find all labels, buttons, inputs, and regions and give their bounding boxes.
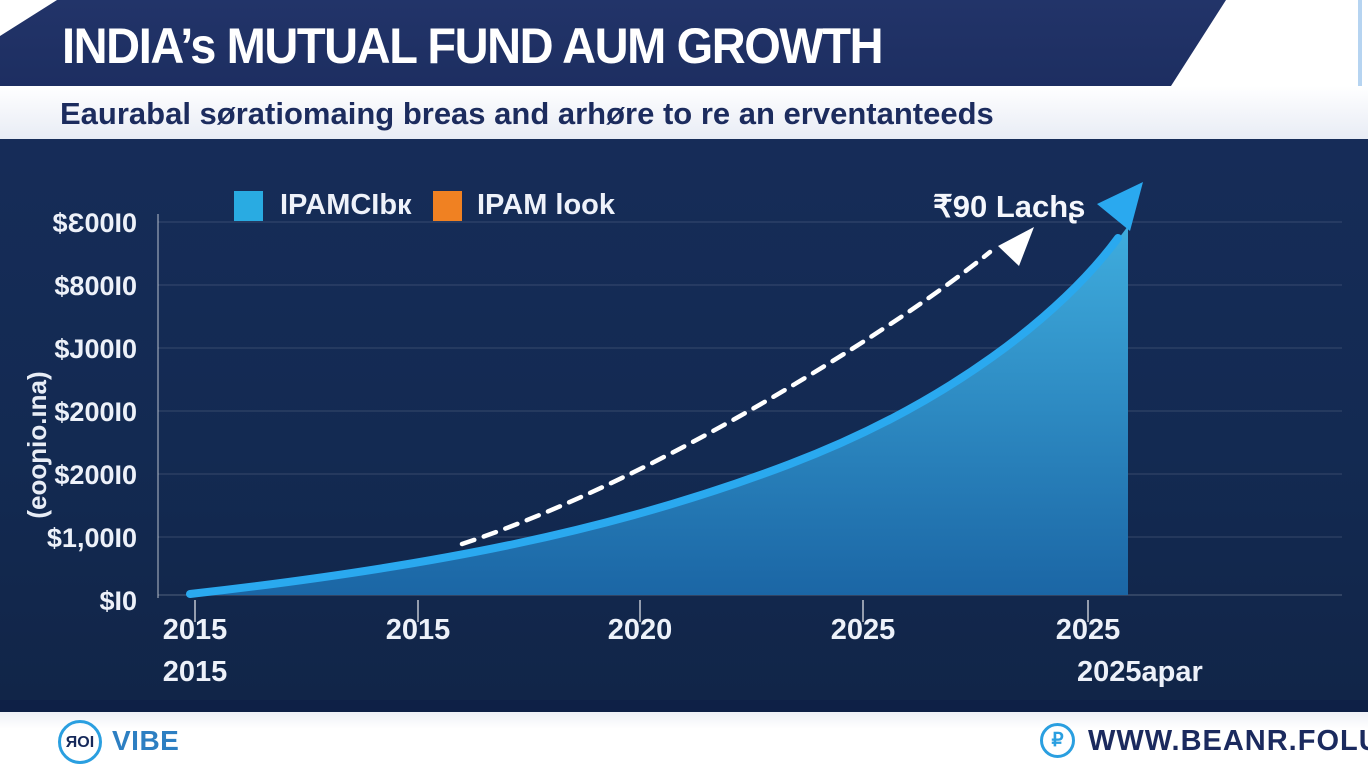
aum-area-fill [190, 226, 1128, 595]
legend-swatch-blue [234, 191, 263, 221]
header-edge-accent [1358, 0, 1362, 90]
header-banner [0, 0, 1226, 86]
y-axis-label: $Ɛ00I0 [52, 208, 137, 238]
y-axis-label: $200I0 [54, 397, 137, 427]
website-icon: ₽ [1040, 723, 1075, 758]
y-axis-label: $800I0 [54, 271, 137, 301]
legend-swatch-orange [433, 191, 462, 221]
x-axis-label: 2020 [607, 614, 673, 646]
x-axis-label: 2025 [1055, 614, 1121, 646]
curve-arrowhead-icon [1097, 182, 1143, 231]
dashed-arrowhead-icon [998, 227, 1034, 266]
page-title: INDIA’s MUTUAL FUND AUM GROWTH [62, 18, 884, 74]
aum-curve-line [186, 234, 1122, 598]
brand-logo-text: VIBE [112, 725, 180, 756]
x-axis-label: 2015 [162, 614, 228, 646]
footer-band [0, 712, 1368, 768]
y-axis-label: $I0 [99, 586, 137, 616]
y-axis-label: $J00I0 [54, 334, 137, 364]
x-axis-label-row2: 2025apar [1077, 656, 1203, 688]
x-axis-label-row2: 2015 [162, 656, 228, 688]
x-axis-label: 2015 [385, 614, 451, 646]
x-axis-ticks [194, 600, 1089, 622]
page-subtitle: Eaurabal søratiomaing breas and arhøre t… [60, 96, 994, 131]
chart-background [0, 139, 1368, 700]
x-axis-label: 2025 [830, 614, 896, 646]
dashed-projection-line [459, 249, 993, 547]
legend-label-series1: IPAMCIbк [280, 189, 412, 221]
y-axis-label: $200I0 [54, 460, 137, 490]
website-url: WWW.BEANR.FOLUM [1088, 725, 1368, 757]
footer-divider [0, 700, 1368, 712]
y-axis-label: $1,00I0 [46, 523, 137, 553]
brand-logo-icon: ЯOI [58, 720, 102, 764]
subtitle-band [0, 86, 1368, 139]
legend-label-series2: IPAM look [477, 189, 616, 221]
value-annotation: ₹90 Lachʂ [933, 189, 1086, 224]
